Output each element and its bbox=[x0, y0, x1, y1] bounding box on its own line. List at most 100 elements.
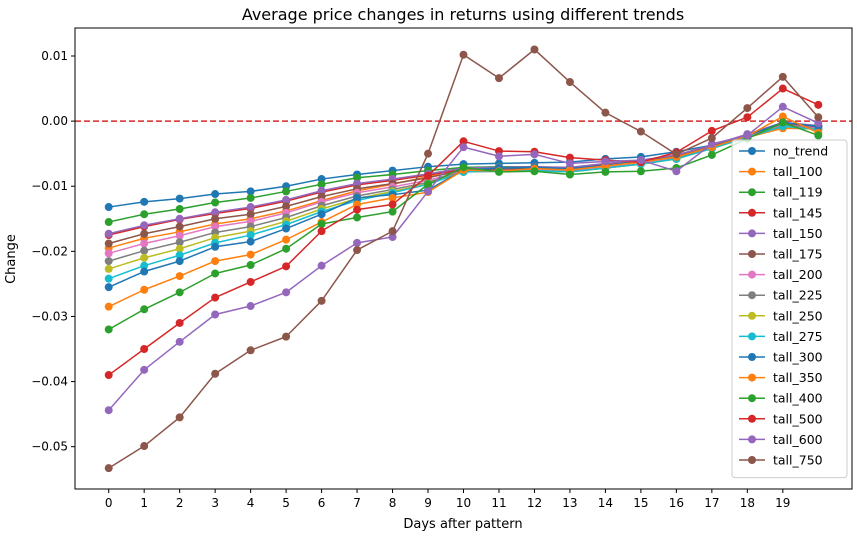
x-tick-label: 1 bbox=[140, 496, 148, 510]
data-point-tall_400-9 bbox=[424, 180, 433, 189]
y-tick-label: −0.03 bbox=[31, 309, 68, 323]
data-point-no_trend-2 bbox=[175, 194, 184, 203]
x-tick-label: 2 bbox=[176, 496, 184, 510]
data-point-tall_400-8 bbox=[388, 207, 397, 216]
data-point-tall_150-2 bbox=[175, 214, 184, 223]
x-tick-label: 8 bbox=[389, 496, 397, 510]
data-point-tall_275-1 bbox=[140, 261, 149, 270]
data-point-tall_119-1 bbox=[140, 210, 149, 219]
y-tick-label: −0.05 bbox=[31, 440, 68, 454]
legend-swatch-marker bbox=[748, 270, 756, 279]
legend-item-tall_225: tall_225 bbox=[739, 288, 823, 303]
legend-label: tall_300 bbox=[773, 350, 823, 365]
data-point-tall_500-0 bbox=[104, 371, 113, 380]
data-point-tall_300-1 bbox=[140, 267, 149, 276]
legend-swatch-marker bbox=[748, 167, 756, 176]
data-point-tall_350-4 bbox=[246, 250, 255, 259]
data-point-tall_300-5 bbox=[282, 224, 291, 233]
data-point-tall_500-2 bbox=[175, 318, 184, 327]
legend-swatch-marker bbox=[748, 353, 756, 361]
data-point-tall_119-2 bbox=[175, 205, 184, 214]
legend-label: tall_175 bbox=[773, 247, 823, 262]
legend-item-tall_600: tall_600 bbox=[739, 432, 823, 447]
data-point-tall_175-1 bbox=[140, 229, 149, 238]
x-tick-label: 12 bbox=[527, 496, 542, 510]
data-point-tall_600-17 bbox=[707, 139, 716, 148]
legend-swatch-marker bbox=[748, 147, 756, 155]
data-point-tall_500-5 bbox=[282, 262, 291, 271]
legend-item-tall_200: tall_200 bbox=[739, 267, 823, 282]
legend-label: tall_250 bbox=[773, 308, 823, 323]
data-point-tall_600-9 bbox=[424, 187, 433, 196]
data-point-tall_150-5 bbox=[282, 195, 291, 204]
legend-label: tall_225 bbox=[773, 288, 823, 303]
data-point-tall_150-0 bbox=[104, 229, 113, 238]
data-point-tall_400-3 bbox=[211, 269, 220, 278]
data-point-tall_500-4 bbox=[246, 277, 255, 286]
data-point-tall_225-0 bbox=[104, 257, 113, 266]
legend-item-tall_350: tall_350 bbox=[739, 370, 823, 385]
data-point-tall_400-14 bbox=[601, 167, 610, 176]
data-point-tall_119-5 bbox=[282, 187, 291, 196]
legend-item-tall_500: tall_500 bbox=[739, 411, 823, 426]
data-point-tall_500-3 bbox=[211, 293, 220, 302]
data-point-tall_500-1 bbox=[140, 345, 149, 354]
data-point-tall_600-8 bbox=[388, 233, 397, 242]
x-tick-label: 17 bbox=[704, 496, 719, 510]
data-point-tall_275-4 bbox=[246, 231, 255, 240]
data-point-tall_600-1 bbox=[140, 365, 149, 374]
data-point-tall_119-3 bbox=[211, 198, 220, 207]
data-point-tall_600-7 bbox=[353, 238, 362, 247]
data-point-tall_600-18 bbox=[743, 131, 752, 140]
data-point-no_trend-1 bbox=[140, 197, 149, 206]
data-point-tall_350-1 bbox=[140, 285, 149, 294]
data-point-tall_200-2 bbox=[175, 231, 184, 240]
legend-item-tall_300: tall_300 bbox=[739, 350, 823, 365]
legend-item-tall_750: tall_750 bbox=[739, 453, 823, 468]
data-point-tall_750-2 bbox=[175, 413, 184, 422]
series-group bbox=[104, 45, 823, 473]
data-point-tall_119-0 bbox=[104, 218, 113, 227]
data-point-tall_350-2 bbox=[175, 272, 184, 281]
x-tick-label: 0 bbox=[105, 496, 113, 510]
legend-swatch-marker bbox=[748, 456, 756, 464]
data-point-tall_300-0 bbox=[104, 283, 113, 292]
data-point-tall_750-4 bbox=[246, 346, 255, 355]
data-point-tall_750-10 bbox=[459, 50, 468, 59]
y-tick-label: −0.04 bbox=[31, 375, 68, 389]
y-tick-label: 0.01 bbox=[41, 49, 68, 63]
legend-item-tall_100: tall_100 bbox=[739, 164, 823, 179]
x-tick-label: 16 bbox=[669, 496, 684, 510]
x-tick-label: 3 bbox=[211, 496, 219, 510]
data-point-tall_400-0 bbox=[104, 325, 113, 334]
data-point-tall_400-19 bbox=[778, 118, 787, 127]
data-point-tall_600-10 bbox=[459, 143, 468, 152]
data-point-tall_275-2 bbox=[175, 251, 184, 260]
data-point-tall_300-6 bbox=[317, 210, 326, 219]
data-point-tall_275-0 bbox=[104, 274, 113, 283]
legend-label: tall_150 bbox=[773, 226, 823, 241]
data-point-tall_750-16 bbox=[672, 150, 681, 159]
x-tick-label: 11 bbox=[491, 496, 506, 510]
data-point-tall_750-13 bbox=[565, 78, 574, 87]
data-point-tall_600-16 bbox=[672, 167, 681, 176]
legend-swatch-marker bbox=[748, 229, 756, 238]
data-point-tall_400-20 bbox=[814, 131, 823, 140]
data-point-tall_225-2 bbox=[175, 238, 184, 247]
data-point-tall_400-7 bbox=[353, 213, 362, 222]
legend-label: tall_750 bbox=[773, 453, 823, 468]
x-tick-label: 4 bbox=[247, 496, 255, 510]
data-point-tall_750-19 bbox=[778, 72, 787, 81]
data-point-tall_175-4 bbox=[246, 210, 255, 219]
legend-swatch-marker bbox=[748, 373, 756, 382]
data-point-tall_500-20 bbox=[814, 100, 823, 109]
data-point-tall_500-10 bbox=[459, 137, 468, 146]
data-point-tall_150-3 bbox=[211, 208, 220, 217]
x-tick-label: 18 bbox=[740, 496, 755, 510]
x-tick-label: 13 bbox=[562, 496, 577, 510]
data-point-tall_500-18 bbox=[743, 113, 752, 122]
data-point-no_trend-3 bbox=[211, 190, 220, 199]
legend-item-tall_275: tall_275 bbox=[739, 329, 823, 344]
legend-swatch-marker bbox=[748, 250, 756, 258]
data-point-tall_750-7 bbox=[353, 246, 362, 255]
